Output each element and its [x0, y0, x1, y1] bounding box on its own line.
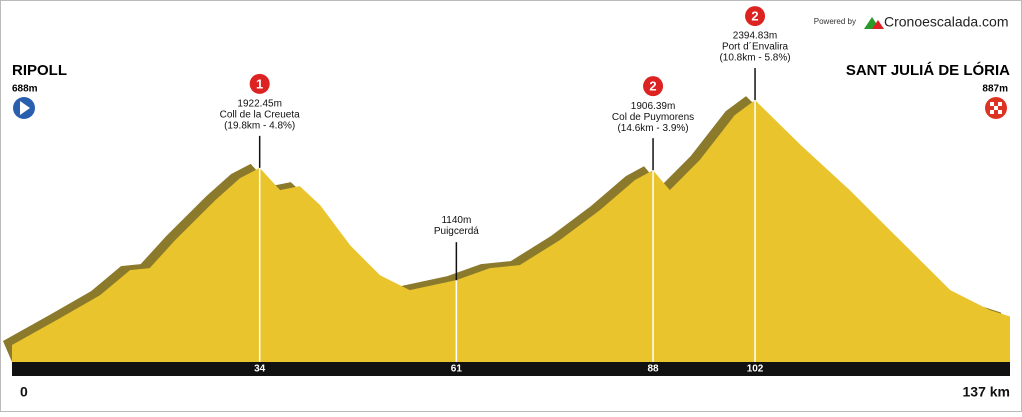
climb-name: Coll de la Creueta — [220, 110, 300, 121]
category-number: 1 — [256, 76, 263, 91]
finish-icon — [985, 97, 1007, 119]
climb-detail: (14.6km - 3.9%) — [617, 123, 688, 134]
start-name: RIPOLL — [12, 62, 67, 79]
x-tick-label: 102 — [747, 364, 764, 375]
start-icon — [13, 97, 35, 119]
climb-detail: (10.8km - 5.8%) — [719, 53, 790, 64]
category-badge — [643, 76, 664, 97]
finish-elevation: 887m — [982, 84, 1008, 95]
x-tick-label: 88 — [647, 364, 659, 375]
logo — [864, 17, 884, 29]
start-elevation: 688m — [12, 84, 38, 95]
x-tick-label: 61 — [451, 364, 463, 375]
category-number: 2 — [649, 79, 656, 94]
climb-elevation-label: 2394.83m — [733, 31, 777, 42]
finish-name: SANT JULIÁ DE LÓRIA — [846, 61, 1010, 79]
climb-name: Col de Puymorens — [612, 112, 694, 123]
x-tick-label: 34 — [254, 364, 266, 375]
profile-area — [12, 100, 1010, 362]
climb-elevation-label: 1906.39m — [631, 101, 675, 112]
climb-detail: (19.8km - 4.8%) — [224, 121, 295, 132]
climb-name: Puigcerdá — [434, 226, 479, 237]
distance-bar — [12, 362, 1010, 376]
climb-name: Port d´Envalira — [722, 41, 789, 53]
brand: Cronoescalada.com — [884, 14, 1009, 30]
powered-by: Powered by — [814, 17, 856, 26]
category-badge — [745, 6, 766, 27]
category-number: 2 — [751, 9, 758, 24]
climb-elevation-label: 1922.45m — [237, 99, 281, 110]
x-tick-label: 137 km — [963, 384, 1010, 400]
climb-elevation-label: 1140m — [441, 215, 471, 226]
x-tick-label: 0 — [20, 384, 28, 400]
category-badge — [249, 73, 270, 94]
